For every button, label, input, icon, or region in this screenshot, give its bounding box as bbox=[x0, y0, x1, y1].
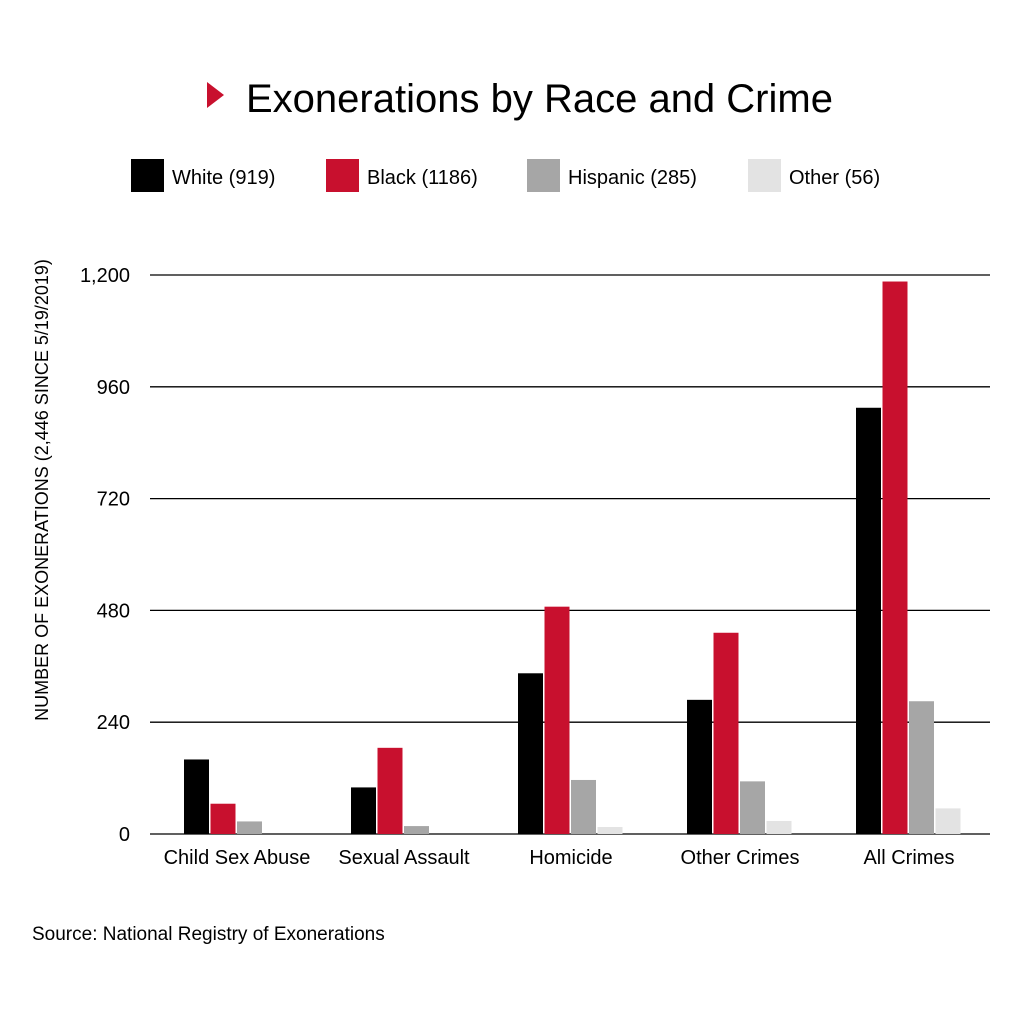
bar bbox=[882, 281, 908, 834]
bars bbox=[184, 281, 961, 834]
x-tick-label: Homicide bbox=[529, 847, 612, 869]
y-tick-label: 960 bbox=[97, 377, 130, 399]
x-tick-label: Other Crimes bbox=[681, 847, 800, 869]
bar bbox=[210, 803, 236, 834]
legend-label: White (919) bbox=[172, 167, 275, 189]
bar bbox=[184, 759, 209, 834]
y-tick-label: 480 bbox=[97, 600, 130, 622]
legend-swatch bbox=[527, 159, 560, 192]
title-arrow-icon bbox=[207, 82, 224, 108]
bar bbox=[856, 407, 881, 834]
legend-label: Other (56) bbox=[789, 167, 880, 189]
legend-swatch bbox=[748, 159, 781, 192]
y-axis-ticks: 0 240 480 720 960 1,200 bbox=[80, 265, 130, 846]
bar bbox=[935, 808, 961, 834]
gridlines bbox=[150, 274, 990, 835]
x-axis-categories: Child Sex Abuse Sexual Assault Homicide Oth… bbox=[164, 847, 955, 869]
legend: White (919) Black (1186) Hispanic (285) Oth… bbox=[131, 159, 880, 192]
y-tick-label: 240 bbox=[97, 712, 130, 734]
x-tick-label: Sexual Assault bbox=[338, 847, 470, 869]
chart-title: Exonerations by Race and Crime bbox=[246, 77, 833, 121]
bar bbox=[740, 781, 765, 834]
y-axis-label: NUMBER OF EXONERATIONS (2,446 SINCE 5/19… bbox=[32, 259, 52, 721]
bar bbox=[544, 606, 570, 834]
bar bbox=[766, 820, 792, 834]
bar bbox=[237, 821, 262, 834]
x-tick-label: All Crimes bbox=[863, 847, 954, 869]
bar bbox=[518, 673, 543, 834]
bar bbox=[597, 827, 623, 834]
bar bbox=[404, 826, 429, 834]
bar bbox=[687, 699, 712, 834]
bar bbox=[571, 779, 596, 834]
legend-label: Hispanic (285) bbox=[568, 167, 697, 189]
y-tick-label: 0 bbox=[119, 824, 130, 846]
source-note: Source: National Registry of Exoneration… bbox=[32, 924, 385, 945]
x-tick-label: Child Sex Abuse bbox=[164, 847, 311, 869]
y-tick-label: 720 bbox=[97, 489, 130, 511]
bar bbox=[351, 787, 376, 834]
bar bbox=[909, 701, 934, 834]
bar bbox=[713, 632, 739, 834]
y-tick-label: 1,200 bbox=[80, 265, 130, 287]
bar bbox=[377, 747, 403, 834]
legend-swatch bbox=[326, 159, 359, 192]
legend-swatch bbox=[131, 159, 164, 192]
legend-label: Black (1186) bbox=[367, 167, 478, 189]
